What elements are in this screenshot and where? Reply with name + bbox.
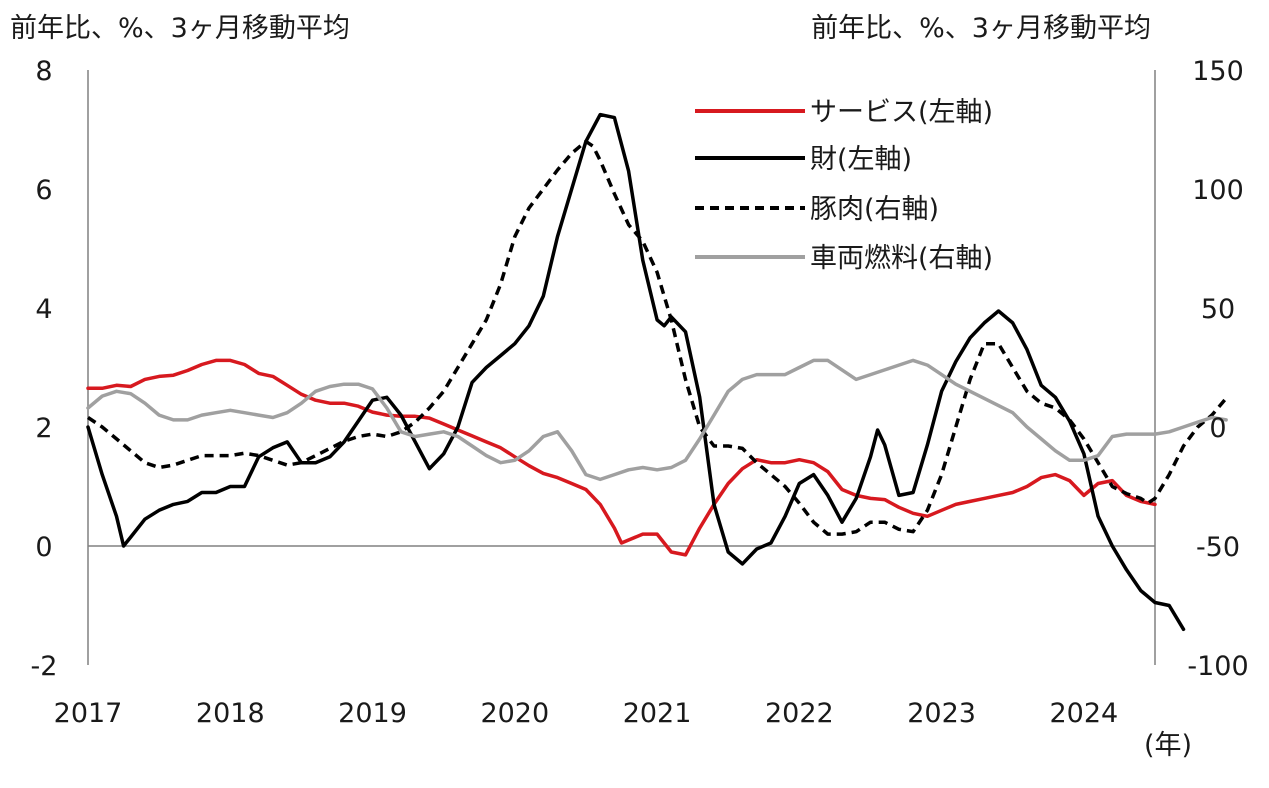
y-axis-title-left: 前年比、%、3ヶ月移動平均 <box>10 13 350 44</box>
x-axis-unit-label: (年) <box>1144 730 1192 761</box>
x-tick-label: 2020 <box>480 698 549 729</box>
x-tick-label: 2022 <box>765 698 834 729</box>
x-tick-label: 2018 <box>196 698 265 729</box>
series-line <box>86 358 1228 482</box>
series-line <box>87 139 1228 536</box>
x-tick-label: 2023 <box>907 698 976 729</box>
y-tick-label-left: -2 <box>31 651 58 682</box>
x-tick-label: 2024 <box>1050 698 1119 729</box>
legend-label: 財(左軸) <box>810 144 912 175</box>
legend-label: サービス(左軸) <box>810 97 993 128</box>
y-tick-label-right: -100 <box>1187 651 1248 682</box>
x-tick-label: 2019 <box>338 698 407 729</box>
y-tick-label-left: 2 <box>35 413 52 444</box>
y-tick-label-right: 150 <box>1192 56 1244 87</box>
y-tick-label-left: 4 <box>35 294 52 325</box>
legend-label: 車両燃料(右軸) <box>810 243 993 274</box>
x-tick-label: 2017 <box>54 698 123 729</box>
y-axis-title-right: 前年比、%、3ヶ月移動平均 <box>811 13 1151 44</box>
y-tick-label-left: 8 <box>35 56 52 87</box>
chart-axes <box>87 70 1156 665</box>
legend: サービス(左軸) 財(左軸) 豚肉(右軸) 車両燃料(右軸) <box>695 97 993 274</box>
tick-labels: 8 6 4 2 0 -2 150 100 50 0 -50 -100 2017 2018 2019 2020 2… <box>31 56 1249 761</box>
y-tick-label-left: 0 <box>35 532 52 563</box>
y-tick-label-right: 100 <box>1192 175 1244 206</box>
x-tick-label: 2021 <box>623 698 692 729</box>
legend-label: 豚肉(右軸) <box>810 194 939 225</box>
y-tick-label-right: 50 <box>1201 294 1235 325</box>
y-tick-label-right: 0 <box>1209 413 1226 444</box>
series-line <box>86 112 1186 632</box>
y-tick-label-right: -50 <box>1196 532 1240 563</box>
series-line <box>86 358 1157 557</box>
series-layer <box>86 112 1228 632</box>
y-tick-label-left: 6 <box>35 175 52 206</box>
